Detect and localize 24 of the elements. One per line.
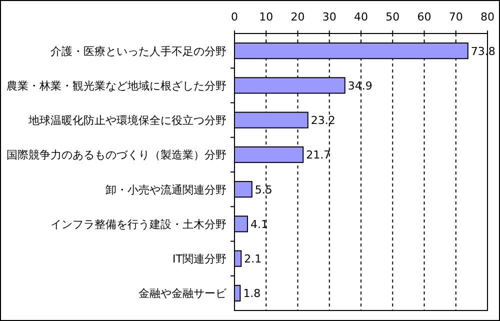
x-tick-label: 60 [417,10,432,24]
data-label: 4.1 [250,218,268,231]
y-tick-label: 農業・林業・観光業など地域に根ざした分野 [6,79,226,92]
x-tick-label: 70 [448,10,463,24]
data-label: 23.2 [310,114,336,128]
x-tick-label: 50 [386,10,400,24]
y-tick-label: 金融や金融サービ [138,287,228,300]
data-label: 1.8 [243,287,261,300]
y-tick-label: 地球温暖化防止や環境保全に役立つ分野 [28,114,226,128]
x-tick-label: 80 [480,10,494,24]
data-label: 21.7 [306,148,331,162]
y-tick-label: 国際競争力のあるものづくり（製造業）分野 [6,148,226,162]
data-label: 5.5 [254,183,272,196]
y-tick-label: 介護・医療といった人手不足の分野 [50,44,226,58]
y-tick-label: IT関連分野 [172,252,226,266]
x-tick-label: 10 [259,10,274,24]
y-tick-label: 卸・小売や流通関連分野 [106,183,226,196]
x-tick-label: 30 [322,10,336,24]
data-label: 34.9 [348,79,372,92]
y-tick-label: インフラ整備を行う建設・土木分野 [50,218,226,231]
x-tick-label: 40 [354,10,368,24]
x-tick-label: 0 [231,10,238,24]
x-tick-label: 20 [290,10,305,24]
data-label: 2.1 [244,252,262,266]
